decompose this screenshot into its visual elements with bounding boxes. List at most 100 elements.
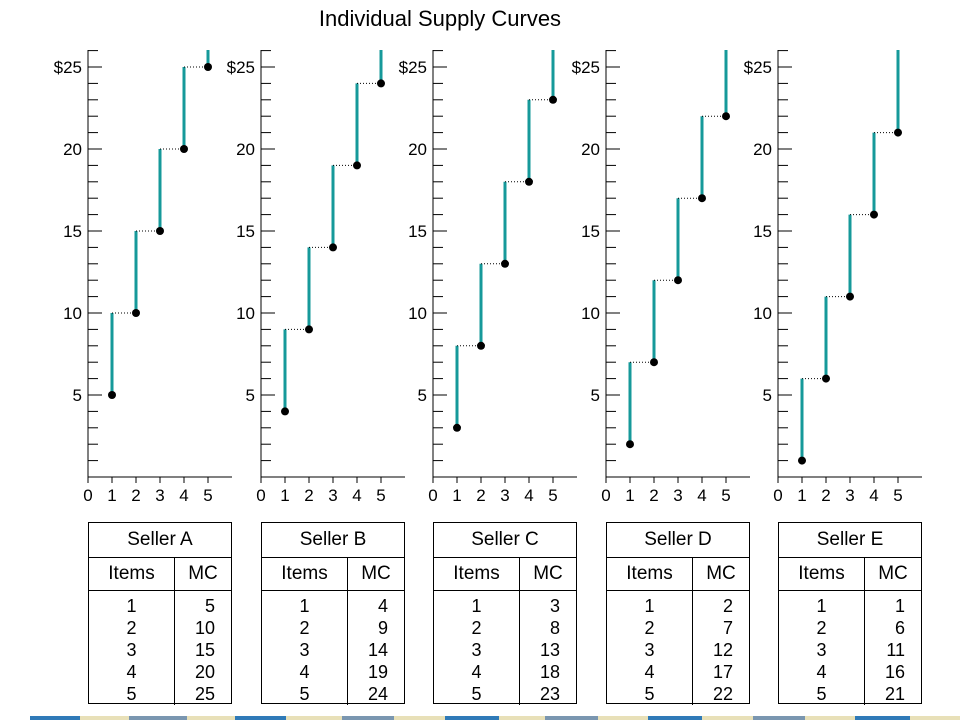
x-tick-label: 4	[869, 486, 878, 505]
mc-cell: 15	[194, 640, 215, 660]
x-tick-label: 0	[773, 486, 782, 505]
x-tick-label: 2	[476, 486, 485, 505]
item-cell: 4	[471, 662, 482, 682]
items-column: 1 2 3 4 5	[89, 591, 175, 705]
x-tick-label: 5	[376, 486, 385, 505]
bottom-bar-segment	[752, 716, 805, 720]
bottom-bar-segment	[597, 716, 649, 720]
x-tick-label: 4	[352, 486, 361, 505]
mc-header: MC	[188, 563, 218, 584]
item-cell: 2	[471, 618, 482, 638]
chart-title: Individual Supply Curves	[318, 6, 562, 31]
mc-data-point	[798, 456, 806, 465]
x-tick-label: 4	[179, 486, 188, 505]
items-column: 1 2 3 4 5	[434, 591, 520, 705]
seller-name: Seller E	[779, 523, 921, 558]
table-header-row: Items MC	[434, 558, 576, 591]
table-body: 1 2 3 4 5 3 8 13 18 23	[434, 591, 576, 705]
mc-cell: 4	[377, 596, 388, 616]
y-tick-label: 10	[753, 304, 772, 323]
y-tick-label: 15	[753, 222, 772, 241]
mc-data-point	[180, 145, 188, 153]
item-cell: 2	[644, 618, 655, 638]
items-header: Items	[262, 558, 348, 590]
mc-header: MC	[361, 563, 391, 584]
mc-data-point	[156, 227, 164, 235]
seller-table: Seller D Items MC 1 2 3 4 5 2 7 12 17 22	[606, 522, 750, 705]
table-body: 1 2 3 4 5 4 9 14 19 24	[262, 591, 404, 705]
bottom-bar-segment	[444, 716, 499, 720]
bottom-bar-segment	[909, 716, 960, 720]
mc-cell: 6	[894, 618, 905, 638]
item-cell: 3	[644, 640, 655, 660]
bottom-bar-segment	[545, 716, 598, 720]
mc-column: 5 10 15 20 25	[175, 591, 231, 705]
mc-data-point	[132, 309, 140, 317]
item-cell: 5	[126, 684, 137, 704]
bottom-bar-segment	[702, 716, 753, 720]
item-cell: 1	[126, 596, 137, 616]
mc-cell: 22	[712, 684, 733, 704]
item-cell: 3	[299, 640, 310, 660]
y-tick-label: 15	[63, 222, 82, 241]
mc-cell: 17	[712, 662, 733, 682]
y-tick-label: 15	[236, 222, 255, 241]
seller-name: Seller D	[607, 523, 749, 558]
mc-data-point	[525, 177, 533, 186]
bottom-bar-segment	[128, 716, 187, 720]
y-tick-label: 5	[246, 386, 255, 405]
mc-data-point	[549, 95, 557, 104]
mc-data-point	[698, 194, 706, 203]
seller-name: Seller A	[89, 523, 231, 558]
x-tick-label: 0	[83, 486, 92, 505]
mc-data-point	[870, 210, 878, 219]
mc-data-point	[377, 79, 385, 88]
x-tick-label: 5	[893, 486, 902, 505]
table-body: 1 2 3 4 5 1 6 11 16 21	[779, 591, 921, 705]
x-tick-label: 0	[601, 486, 610, 505]
item-cell: 4	[299, 662, 310, 682]
mc-cell: 2	[722, 596, 733, 616]
y-tick-label: 10	[236, 304, 255, 323]
item-cell: 1	[471, 596, 482, 616]
items-header: Items	[779, 558, 865, 590]
mc-data-point	[353, 161, 361, 170]
x-tick-label: 0	[256, 486, 265, 505]
x-tick-label: 5	[548, 486, 557, 505]
y-tick-label: 5	[73, 386, 82, 405]
items-header: Items	[434, 558, 520, 590]
mc-cell: 14	[367, 640, 388, 660]
mc-cell: 11	[886, 640, 905, 660]
bottom-bar-segment	[648, 716, 703, 720]
item-cell: 2	[816, 618, 827, 638]
mc-cell: 3	[549, 596, 560, 616]
mc-cell: 5	[204, 596, 215, 616]
y-tick-label: 10	[63, 304, 82, 323]
x-tick-label: 3	[155, 486, 164, 505]
table-header-row: Items MC	[89, 558, 231, 591]
x-tick-label: 1	[280, 486, 289, 505]
x-tick-label: 1	[107, 486, 116, 505]
mc-data-point	[108, 391, 116, 399]
mc-column: 3 8 13 18 23	[520, 591, 576, 705]
x-tick-label: 1	[452, 486, 461, 505]
bottom-bar-segment	[186, 716, 236, 720]
mc-data-point	[281, 407, 289, 416]
item-cell: 1	[644, 596, 655, 616]
x-tick-label: 3	[845, 486, 854, 505]
x-tick-label: 3	[500, 486, 509, 505]
mc-cell: 12	[712, 640, 733, 660]
bottom-bar-segment	[805, 716, 856, 720]
bottom-bar-segment	[235, 716, 286, 720]
mc-cell: 8	[549, 618, 560, 638]
item-cell: 5	[816, 684, 827, 704]
mc-data-point	[305, 325, 313, 334]
x-tick-label: 3	[673, 486, 682, 505]
mc-cell: 21	[884, 684, 905, 704]
y-tick-label: 20	[236, 140, 255, 159]
x-tick-label: 2	[649, 486, 658, 505]
item-cell: 3	[471, 640, 482, 660]
bottom-bar-segment	[285, 716, 342, 720]
mc-column: 1 6 11 16 21	[865, 591, 921, 705]
